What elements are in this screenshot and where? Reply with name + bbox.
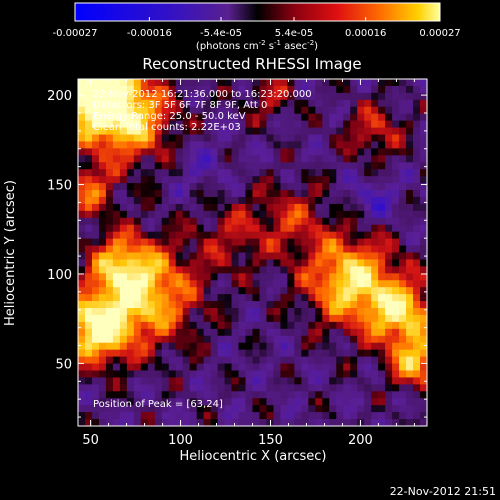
annotation-detectors: Detectors: 3F 5F 6F 7F 8F 9F, Att 0 [93, 100, 267, 111]
x-axis-label: Heliocentric X (arcsec) [180, 449, 327, 464]
y-tick-label: 100 [47, 268, 72, 283]
colorbar-ticks: -0.00027 -0.00016 -5.4e-05 5.4e-05 0.00016 0.… [53, 17, 461, 39]
colorbar [74, 2, 441, 22]
colorbar-tick-label: 5.4e-05 [275, 28, 313, 39]
colorbar-tick-label: 0.00016 [345, 28, 386, 39]
colorbar-unit-label: (photons cm-2 s-1 asec-2) [196, 39, 318, 52]
y-axis-label: Heliocentric Y (arcsec) [3, 180, 18, 326]
annotation-time-range: 22-Nov-2012 16:21:36.000 to 16:23:20.000 [93, 89, 312, 100]
x-tick-label: 100 [168, 433, 193, 448]
annotation-block: 22-Nov-2012 16:21:36.000 to 16:23:20.000… [93, 89, 312, 133]
heatmap-image [78, 79, 427, 426]
peak-position-label: Position of Peak = [63,24] [93, 399, 223, 410]
x-tick-label: 150 [258, 433, 283, 448]
annotation-clean-counts: Clean Total counts: 2.22E+03 [93, 122, 241, 133]
x-tick-label: 50 [82, 433, 99, 448]
axis-ticks: 50 100 150 200 50 100 150 200 [47, 79, 427, 448]
colorbar-tick-label: 0.00027 [419, 28, 460, 39]
colorbar-tick-label: -0.00027 [53, 28, 98, 39]
timestamp: 22-Nov-2012 21:51 [390, 485, 496, 498]
y-tick-label: 50 [55, 357, 72, 372]
colorbar-tick-label: -0.00016 [127, 28, 172, 39]
y-tick-label: 200 [47, 89, 72, 104]
y-tick-label: 150 [47, 179, 72, 194]
x-tick-label: 200 [348, 433, 373, 448]
annotation-energy-range: Energy Range: 25.0 - 50.0 keV [93, 111, 246, 122]
chart-title: Reconstructed RHESSI Image [142, 55, 361, 73]
colorbar-tick-label: -5.4e-05 [200, 28, 242, 39]
